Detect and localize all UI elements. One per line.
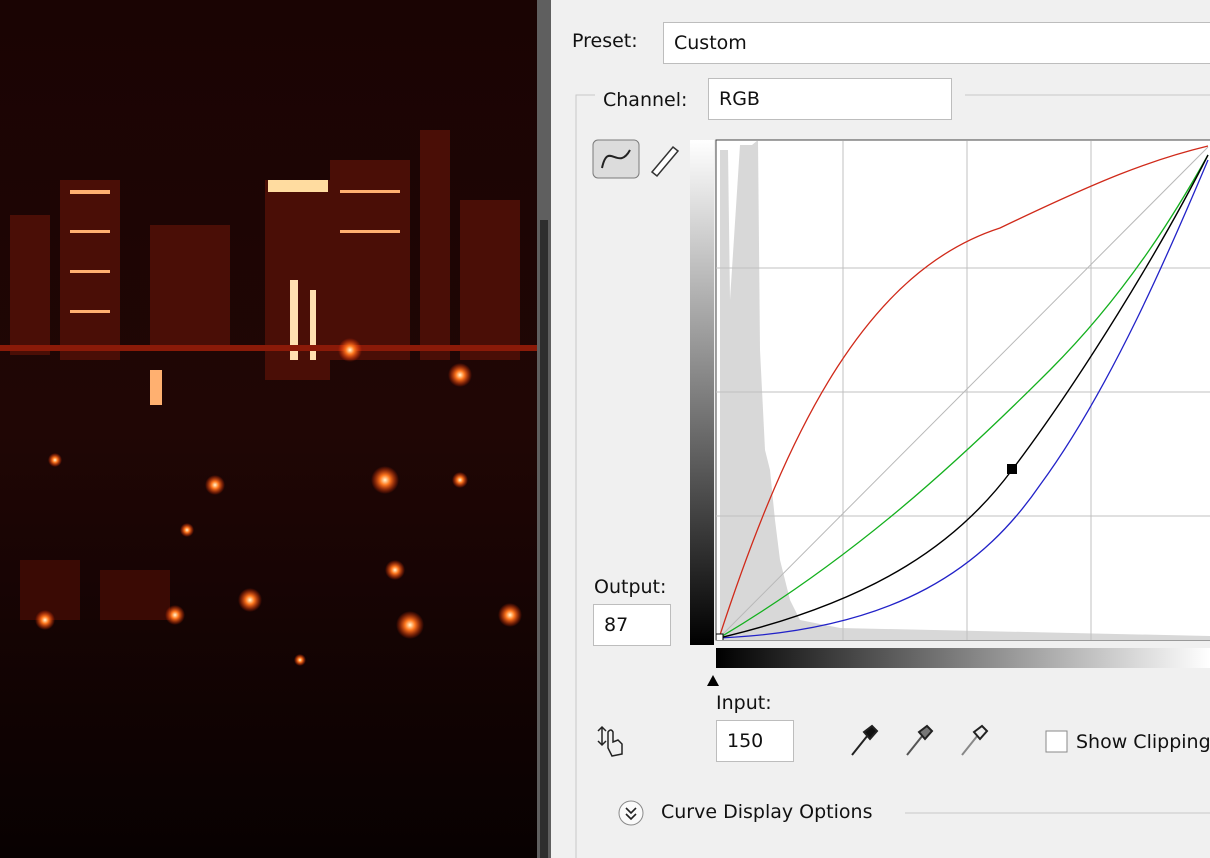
channel-value: RGB	[719, 88, 760, 110]
canvas	[0, 0, 1210, 858]
input-value: 150	[727, 730, 763, 752]
curve-display-options[interactable]: Curve Display Options	[661, 801, 872, 823]
curve-endpoint[interactable]	[716, 634, 723, 641]
show-clipping-label[interactable]: Show Clipping	[1076, 731, 1210, 753]
output-value: 87	[604, 614, 628, 636]
curve-tool-button[interactable]	[593, 140, 639, 178]
input-field[interactable]: 150	[716, 720, 794, 762]
group-frame	[576, 95, 595, 858]
input-gradient	[716, 648, 1210, 668]
show-clipping-checkbox[interactable]	[1046, 731, 1067, 752]
curve-point[interactable]	[1007, 464, 1017, 474]
channel-label: Channel:	[603, 89, 691, 111]
channel-select[interactable]: RGB	[708, 78, 952, 120]
output-label: Output:	[594, 576, 666, 598]
curves-dialog: Preset: Custom Channel: RGB Output: 87 I…	[0, 0, 1210, 858]
preset-label: Preset:	[572, 30, 638, 52]
pencil-tool[interactable]	[652, 147, 678, 176]
output-gradient	[690, 140, 714, 645]
black-point-slider[interactable]	[707, 675, 719, 686]
scrollbar	[540, 220, 548, 858]
output-field[interactable]: 87	[593, 604, 671, 646]
target-adjust-tool[interactable]	[598, 727, 622, 756]
input-label: Input:	[716, 692, 772, 714]
preset-select[interactable]: Custom	[663, 22, 1210, 64]
preset-value: Custom	[674, 32, 747, 54]
eyedroppers[interactable]	[852, 726, 987, 755]
photo	[0, 0, 537, 858]
